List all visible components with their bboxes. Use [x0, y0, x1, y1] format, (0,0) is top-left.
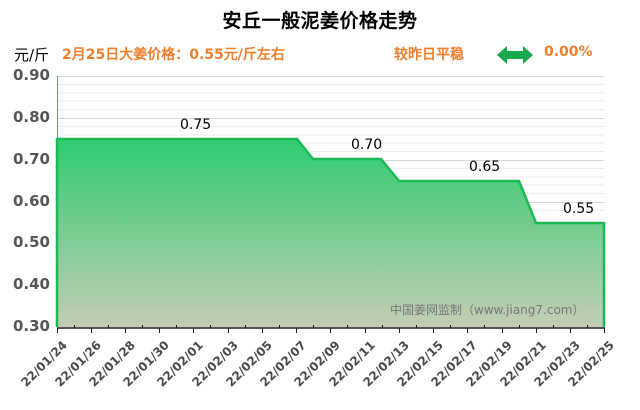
- change-percent: 0.00%: [544, 44, 593, 60]
- y-tick: 0.50: [12, 233, 50, 251]
- y-tick: 0.70: [12, 150, 50, 168]
- x-axis-ticks: [57, 325, 605, 333]
- price-line: [55, 137, 606, 327]
- unit-label: 元/斤: [14, 46, 50, 64]
- y-tick: 0.80: [12, 108, 50, 126]
- y-tick: 0.30: [12, 317, 50, 335]
- y-tick: 0.60: [12, 192, 50, 210]
- change-note: 较昨日平稳: [394, 47, 464, 63]
- watermark: 中国姜网监制（www.jiang7.com）: [390, 303, 585, 317]
- double-arrow-icon: [497, 46, 533, 64]
- data-label: 0.55: [563, 201, 595, 217]
- y-tick: 0.90: [12, 66, 50, 84]
- chart-title: 安丘一般泥姜价格走势: [222, 10, 418, 32]
- price-area: [57, 139, 604, 327]
- data-label: 0.75: [180, 117, 212, 133]
- data-label: 0.65: [469, 159, 501, 175]
- y-tick: 0.40: [12, 275, 50, 293]
- data-label: 0.70: [351, 137, 383, 153]
- price-note: 2月25日大姜价格：0.55元/斤左右: [62, 47, 285, 63]
